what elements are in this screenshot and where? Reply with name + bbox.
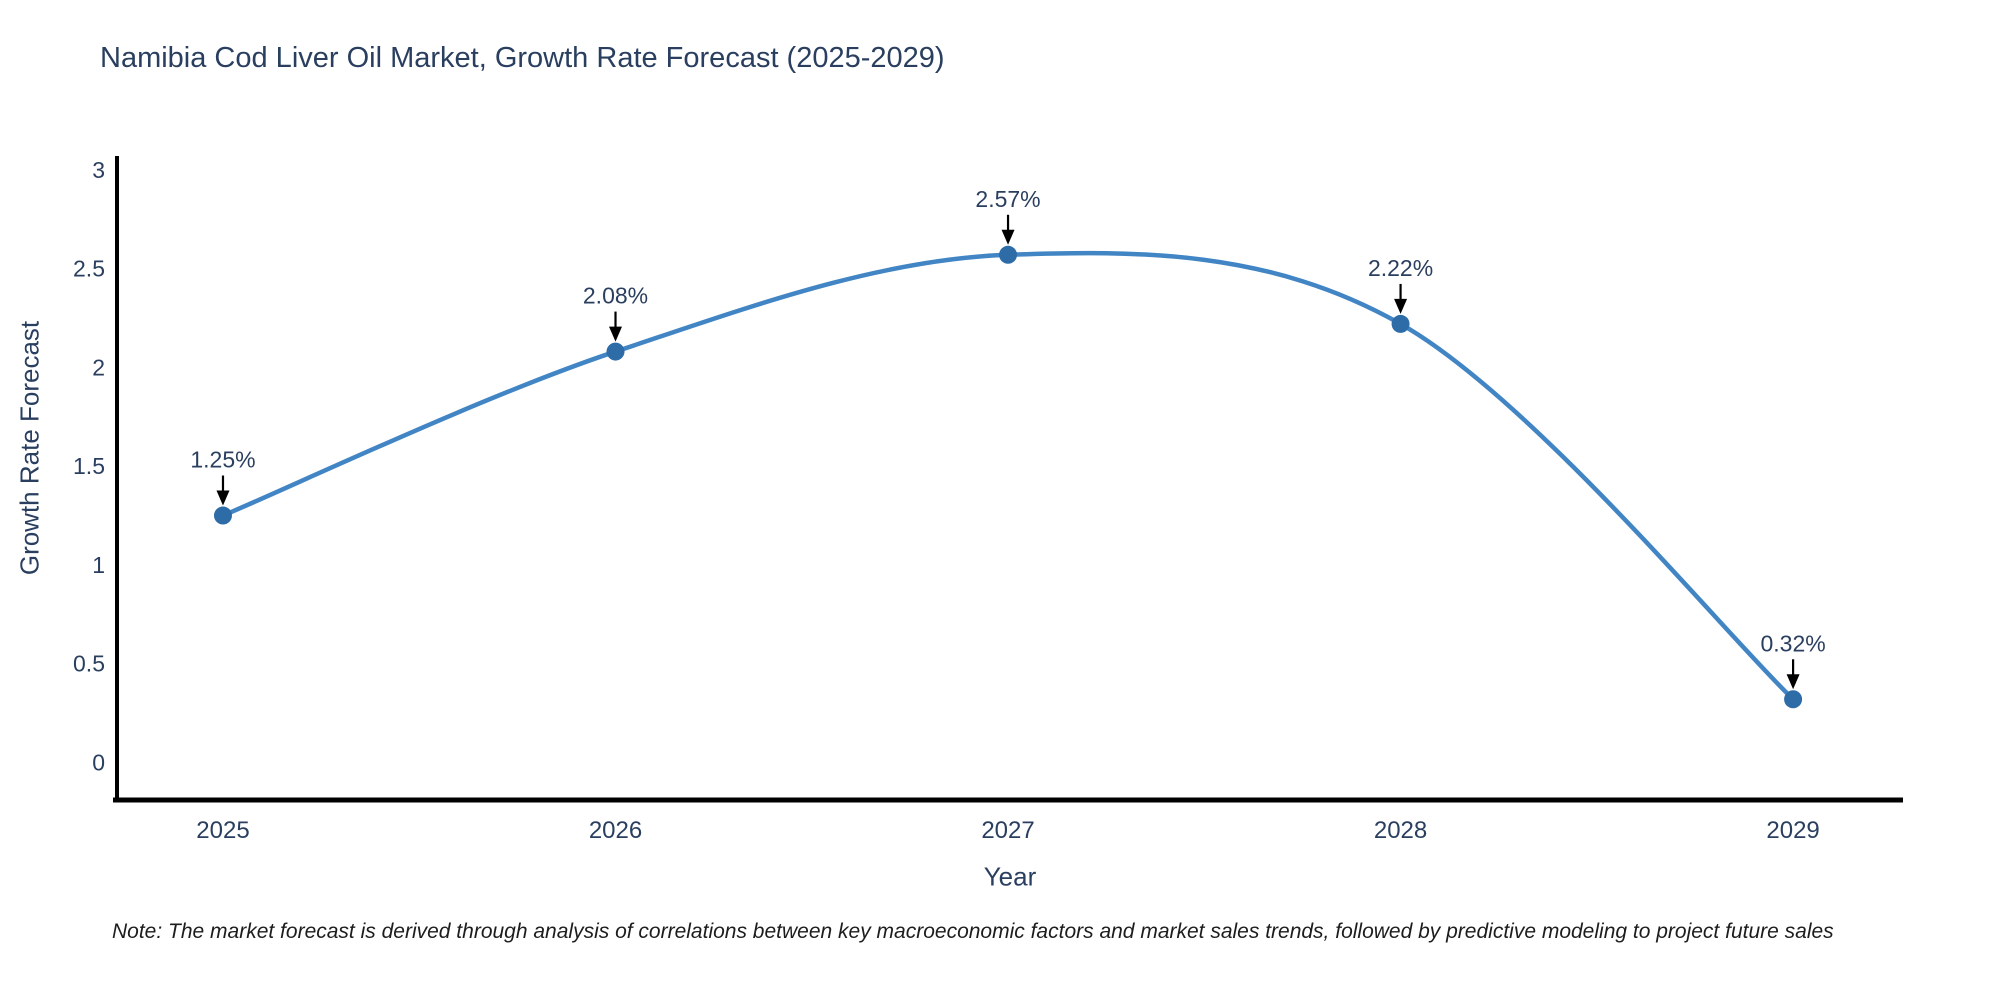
x-tick-label: 2029 [1766,817,1819,844]
y-tick-label: 1.5 [73,453,105,479]
annotation-label: 2.08% [583,283,648,309]
annotation-arrowhead [216,490,230,506]
y-tick-label: 0.5 [73,651,105,677]
data-point-marker [1391,314,1410,333]
annotation-arrowhead [1786,674,1800,690]
annotation-label: 0.32% [1760,630,1825,656]
annotation-label: 2.57% [975,186,1040,212]
data-point-marker [1784,690,1803,709]
x-tick-label: 2028 [1374,817,1427,844]
data-point-marker [606,342,625,361]
y-tick-label: 1 [92,552,105,578]
y-tick-label: 3 [92,157,105,183]
x-tick-label: 2027 [981,817,1034,844]
data-point-marker [213,506,232,525]
trend-line [220,250,1796,702]
annotation-arrowhead [609,326,623,342]
annotation-arrowhead [1394,298,1408,314]
annotation-label: 1.25% [190,447,255,473]
footnote: Note: The market forecast is derived thr… [112,920,1834,943]
y-tick-label: 2 [92,354,105,380]
y-tick-label: 0 [92,749,105,775]
annotation-label: 2.22% [1368,255,1433,281]
x-axis-title: Year [983,861,1037,892]
y-tick-label: 2.5 [73,256,105,282]
annotation-arrowhead [1001,229,1015,245]
data-point-marker [999,245,1018,264]
chart-title: Namibia Cod Liver Oil Market, Growth Rat… [100,42,945,74]
x-tick-label: 2026 [589,817,642,844]
x-tick-label: 2025 [196,817,249,844]
